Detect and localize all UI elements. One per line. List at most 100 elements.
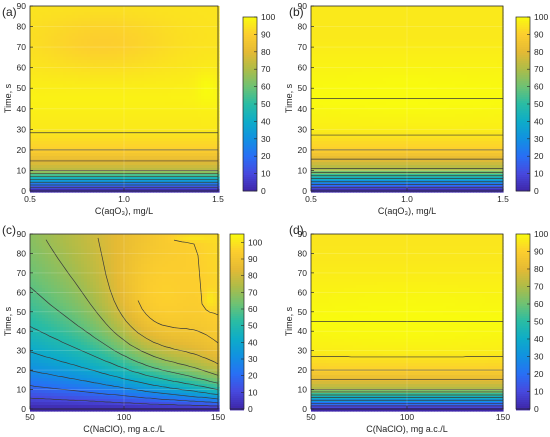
heatmap-cell bbox=[36, 132, 40, 136]
heatmap-cell bbox=[111, 126, 115, 130]
heatmap-cell bbox=[410, 21, 414, 25]
heatmap-cell bbox=[39, 147, 43, 151]
heatmap-cell bbox=[123, 120, 127, 124]
heatmap-cell bbox=[171, 126, 175, 130]
y-tick-label: 80 bbox=[17, 22, 27, 32]
heatmap-cell bbox=[347, 24, 351, 28]
heatmap-cell bbox=[36, 48, 40, 52]
heatmap-cell bbox=[132, 93, 136, 97]
heatmap-cell bbox=[81, 75, 85, 79]
heatmap-cell bbox=[198, 84, 202, 88]
heatmap-cell bbox=[75, 66, 79, 70]
heatmap-cell bbox=[180, 69, 184, 73]
heatmap-cell bbox=[392, 21, 396, 25]
heatmap-cell bbox=[452, 6, 456, 10]
heatmap-cell bbox=[123, 108, 127, 112]
heatmap-cell bbox=[132, 168, 136, 172]
heatmap-cell bbox=[210, 126, 214, 130]
heatmap-cell bbox=[147, 180, 151, 184]
heatmap-cell bbox=[54, 99, 58, 103]
heatmap-cell bbox=[60, 27, 64, 31]
heatmap-cell bbox=[30, 90, 34, 94]
heatmap-cell bbox=[491, 24, 495, 28]
heatmap-cell bbox=[33, 147, 37, 151]
heatmap-cell bbox=[183, 21, 187, 25]
heatmap-cell bbox=[87, 27, 91, 31]
heatmap-cell bbox=[108, 12, 112, 16]
heatmap-cell bbox=[180, 177, 184, 181]
heatmap-cell bbox=[42, 123, 46, 127]
heatmap-cell bbox=[102, 180, 106, 184]
heatmap-cell bbox=[204, 6, 208, 10]
heatmap-cell bbox=[186, 144, 190, 148]
heatmap-cell bbox=[63, 57, 67, 61]
heatmap-cell bbox=[72, 165, 76, 169]
heatmap-cell bbox=[33, 78, 37, 82]
heatmap-cell bbox=[395, 27, 399, 31]
heatmap-cell bbox=[150, 30, 154, 34]
heatmap-cell bbox=[485, 6, 489, 10]
heatmap-cell bbox=[84, 84, 88, 88]
heatmap-cell bbox=[207, 81, 211, 85]
heatmap-cell bbox=[404, 27, 408, 31]
heatmap-cell bbox=[491, 9, 495, 13]
heatmap-cell bbox=[153, 180, 157, 184]
heatmap-cell bbox=[30, 153, 34, 157]
heatmap-cell bbox=[347, 48, 351, 52]
heatmap-cell bbox=[210, 72, 214, 76]
heatmap-cell bbox=[120, 153, 124, 157]
heatmap-cell bbox=[204, 15, 208, 19]
heatmap-cell bbox=[153, 93, 157, 97]
heatmap-cell bbox=[476, 30, 480, 34]
heatmap-cell bbox=[93, 84, 97, 88]
heatmap-cell bbox=[51, 141, 55, 145]
heatmap-cell bbox=[129, 144, 133, 148]
heatmap-cell bbox=[132, 9, 136, 13]
heatmap-cell bbox=[57, 57, 61, 61]
heatmap-cell bbox=[99, 90, 103, 94]
heatmap-cell bbox=[39, 42, 43, 46]
heatmap-cell bbox=[105, 45, 109, 49]
heatmap-cell bbox=[168, 141, 172, 145]
heatmap-cell bbox=[129, 153, 133, 157]
heatmap-cell bbox=[30, 171, 34, 175]
heatmap-cell bbox=[45, 69, 49, 73]
heatmap-cell bbox=[156, 120, 160, 124]
heatmap-cell bbox=[201, 180, 205, 184]
heatmap-cell bbox=[204, 123, 208, 127]
colorbar-segment bbox=[243, 47, 257, 50]
heatmap-cell bbox=[395, 45, 399, 49]
heatmap-cell bbox=[144, 132, 148, 136]
heatmap-cell bbox=[171, 120, 175, 124]
heatmap-cell bbox=[54, 33, 58, 37]
heatmap-cell bbox=[347, 9, 351, 13]
heatmap-cell bbox=[192, 39, 196, 43]
heatmap-cell bbox=[129, 36, 133, 40]
heatmap-cell bbox=[87, 126, 91, 130]
heatmap-cell bbox=[195, 48, 199, 52]
heatmap-cell bbox=[114, 123, 118, 127]
heatmap-cell bbox=[323, 39, 327, 43]
heatmap-cell bbox=[30, 84, 34, 88]
heatmap-cell bbox=[102, 105, 106, 109]
heatmap-cell bbox=[311, 12, 315, 16]
heatmap-cell bbox=[117, 171, 121, 175]
heatmap-cell bbox=[189, 54, 193, 58]
heatmap-cell bbox=[78, 114, 82, 118]
heatmap-cell bbox=[213, 15, 217, 19]
heatmap-cell bbox=[120, 54, 124, 58]
heatmap-cell bbox=[168, 24, 172, 28]
heatmap-cell bbox=[192, 78, 196, 82]
heatmap-cell bbox=[174, 102, 178, 106]
heatmap-cell bbox=[117, 51, 121, 55]
heatmap-cell bbox=[165, 48, 169, 52]
heatmap-cell bbox=[51, 132, 55, 136]
heatmap-cell bbox=[138, 117, 142, 121]
heatmap-cell bbox=[87, 174, 91, 178]
heatmap-cell bbox=[42, 18, 46, 22]
heatmap-cell bbox=[69, 21, 73, 25]
heatmap-cell bbox=[63, 33, 67, 37]
heatmap-cell bbox=[311, 9, 315, 13]
heatmap-cell bbox=[353, 30, 357, 34]
heatmap-cell bbox=[81, 147, 85, 151]
